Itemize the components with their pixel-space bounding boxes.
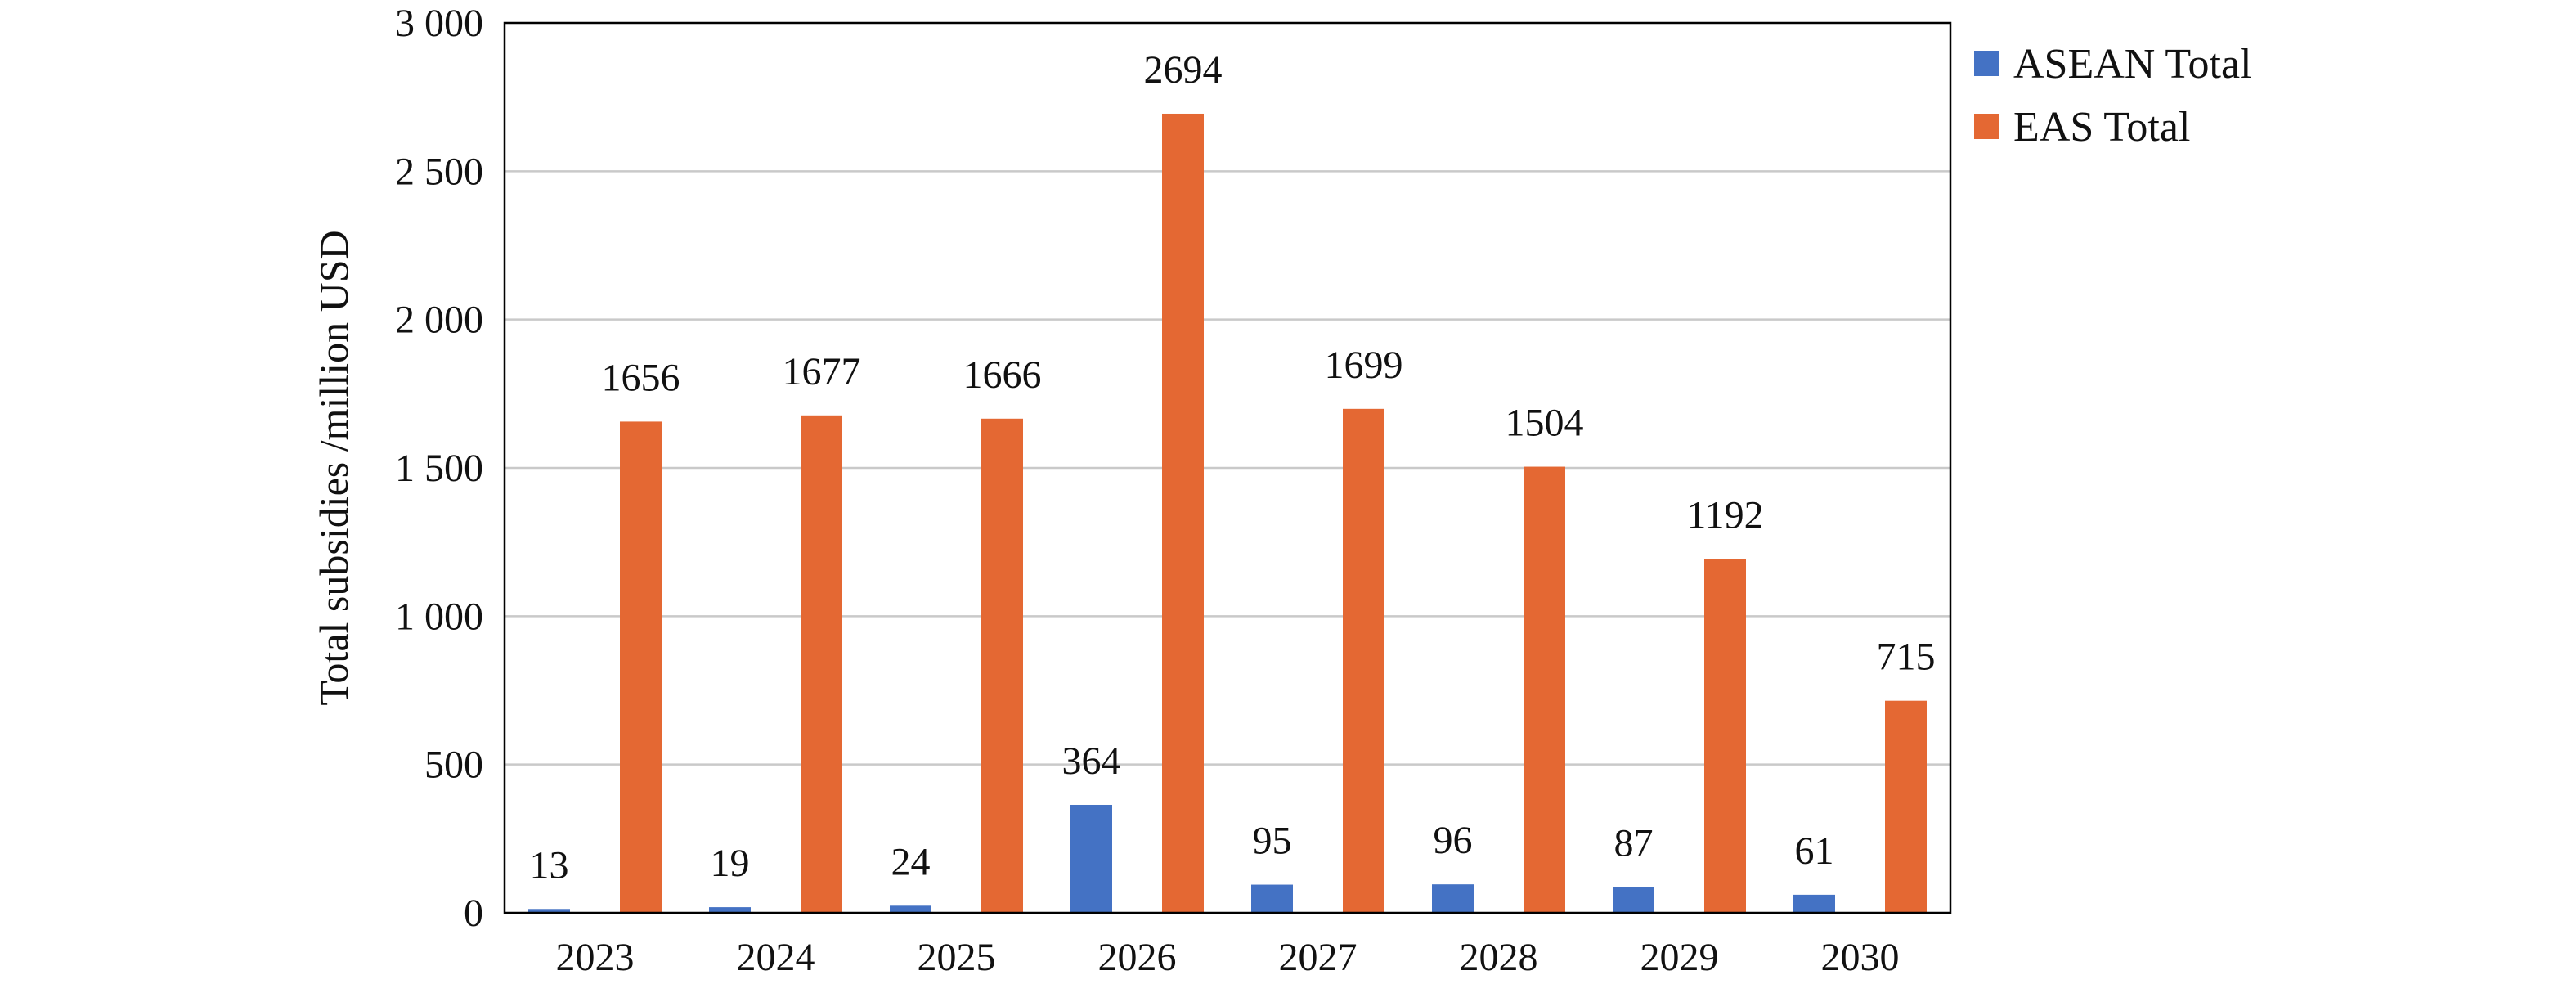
bars (528, 113, 1927, 914)
legend-label: EAS Total (2013, 104, 2190, 151)
data-labels: 13 1656 19 1677 24 1666 364 2694 95 1699 96 1504 87 1… (530, 48, 1936, 887)
bar-asean-2025 (890, 905, 931, 913)
data-label: 1677 (783, 350, 861, 393)
data-label: 96 (1434, 819, 1473, 862)
bar-asean-2024 (709, 907, 751, 913)
legend-swatch (1974, 114, 1999, 139)
bar-eas-2024 (801, 415, 842, 914)
data-label: 95 (1253, 820, 1292, 863)
x-tick-label: 2027 (1279, 936, 1358, 979)
y-tick-label: 500 (424, 744, 483, 787)
bar-eas-2025 (981, 418, 1023, 913)
x-tick-label: 2028 (1460, 936, 1538, 979)
data-label: 24 (891, 840, 931, 883)
x-tick-label: 2025 (918, 936, 996, 979)
data-label: 715 (1877, 636, 1936, 679)
data-label: 1192 (1686, 494, 1763, 537)
bar-asean-2030 (1793, 894, 1835, 913)
data-label: 1666 (963, 353, 1042, 397)
y-tick-label: 2 500 (395, 150, 483, 193)
bar-asean-2027 (1251, 884, 1293, 913)
legend-swatch (1974, 51, 1999, 76)
data-label: 19 (711, 842, 750, 885)
y-tick-labels: 0 500 1 000 1 500 2 000 2 500 3 000 (395, 2, 483, 935)
bar-eas-2027 (1343, 408, 1384, 913)
y-tick-label: 2 000 (395, 299, 483, 342)
data-label: 61 (1795, 829, 1834, 873)
y-tick-label: 0 (464, 892, 483, 935)
y-tick-label: 1 500 (395, 447, 483, 490)
bar-eas-2029 (1704, 559, 1746, 913)
legend: ASEAN Total EAS Total (1974, 41, 2252, 151)
bar-eas-2026 (1162, 113, 1204, 913)
x-tick-label: 2024 (737, 936, 815, 979)
data-label: 1699 (1325, 344, 1403, 387)
bar-eas-2023 (620, 421, 662, 913)
x-tick-label: 2023 (556, 936, 635, 979)
data-label: 1656 (602, 356, 680, 399)
plot-frame (503, 21, 1952, 914)
bar-asean-2023 (528, 909, 570, 913)
bar-asean-2026 (1070, 804, 1112, 913)
data-label: 13 (530, 843, 569, 887)
bar-eas-2028 (1524, 466, 1565, 913)
x-tick-label: 2029 (1640, 936, 1719, 979)
y-axis-title: Total subsidies /million USD (311, 230, 357, 705)
x-tick-label: 2030 (1821, 936, 1900, 979)
legend-label: ASEAN Total (2013, 41, 2252, 88)
x-tick-labels: 2023 2024 2025 2026 2027 2028 2029 2030 (556, 936, 1900, 979)
bar-asean-2028 (1432, 884, 1474, 913)
data-label: 87 (1614, 821, 1654, 865)
y-tick-label: 3 000 (395, 2, 483, 45)
bar-eas-2030 (1885, 700, 1927, 913)
y-tick-label: 1 000 (395, 595, 483, 638)
data-label: 1504 (1506, 402, 1584, 445)
bar-asean-2029 (1613, 887, 1654, 913)
x-tick-label: 2026 (1098, 936, 1177, 979)
data-label: 2694 (1144, 48, 1223, 92)
data-label: 364 (1062, 739, 1121, 783)
